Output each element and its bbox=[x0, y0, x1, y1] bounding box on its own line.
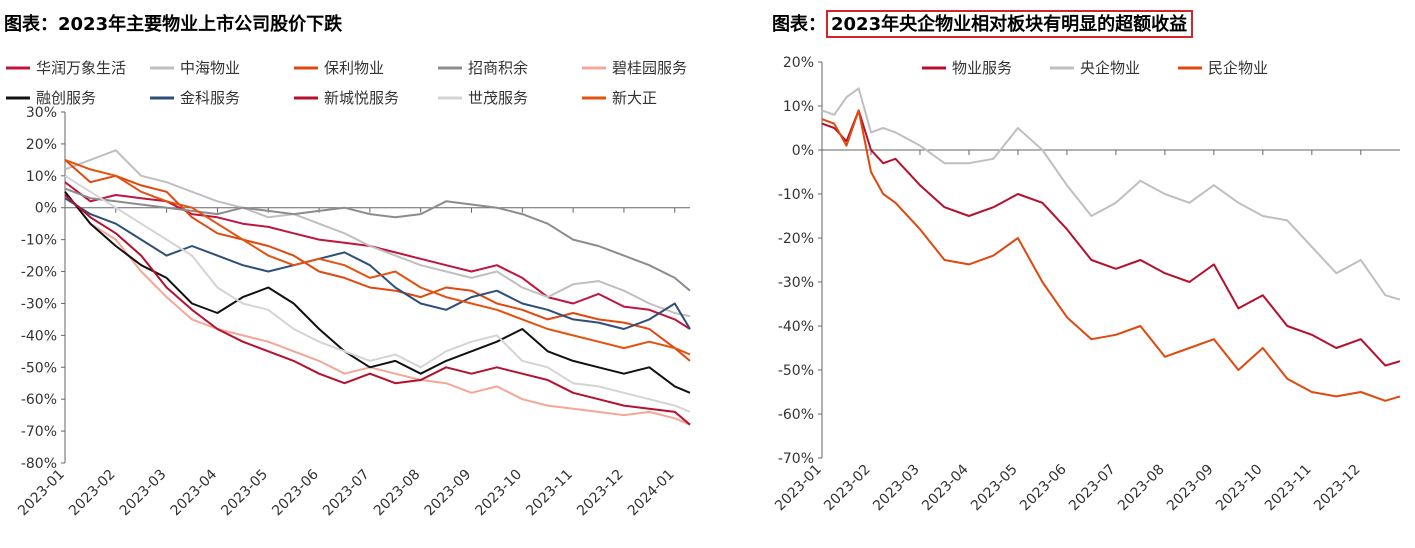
left-series-line bbox=[64, 194, 691, 426]
right-y-tick-label: 20% bbox=[783, 55, 814, 71]
left-y-tick-label: 10% bbox=[26, 169, 57, 185]
left-series-line bbox=[64, 181, 691, 330]
left-series-line bbox=[64, 158, 691, 356]
left-legend-label: 碧桂园服务 bbox=[612, 59, 687, 77]
right-title-highlight-box: 2023年央企物业相对板块有明显的超额收益 bbox=[826, 10, 1194, 38]
left-x-tick-label: 2023-01 bbox=[15, 467, 68, 520]
left-line-chart: 30% 20% 10% 0% -10% -20% -30% -40% -50% -60% -70% -… bbox=[6, 59, 691, 520]
right-x-tick-label: 2023-02 bbox=[821, 462, 874, 515]
left-y-tick-label: -60% bbox=[21, 392, 57, 408]
left-x-tick-label: 2023-06 bbox=[269, 466, 322, 519]
right-y-tick-label: -20% bbox=[778, 231, 814, 247]
left-y-tick-label: -40% bbox=[21, 328, 57, 344]
left-title-prefix: 图表： bbox=[4, 14, 58, 35]
left-chart-panel: 图表：2023年主要物业上市公司股价下跌 30% 20% 10% 0% -10% -20%… bbox=[0, 0, 700, 544]
left-y-tick-label: -20% bbox=[21, 265, 57, 281]
right-x-tick-label: 2023-01 bbox=[772, 462, 825, 515]
left-x-tick-label: 2023-03 bbox=[117, 467, 170, 520]
right-legend-label: 物业服务 bbox=[952, 59, 1012, 77]
left-y-tick-label: -50% bbox=[21, 360, 57, 376]
left-y-tick-label: -80% bbox=[21, 456, 57, 472]
right-x-tick-label: 2023-12 bbox=[1311, 462, 1364, 515]
right-chart-panel: 图表： 2023年央企物业相对板块有明显的超额收益 20% 10% 0% -10% -20… bbox=[760, 0, 1415, 544]
right-series-line bbox=[821, 109, 1401, 367]
right-x-tick-label: 2023-10 bbox=[1213, 462, 1266, 515]
right-legend-label: 民企物业 bbox=[1208, 59, 1268, 77]
right-title-main: 2023年央企物业相对板块有明显的超额收益 bbox=[831, 14, 1188, 35]
left-x-tick-label: 2024-01 bbox=[625, 467, 678, 520]
left-y-tick-label: -30% bbox=[21, 296, 57, 312]
left-x-tick-label: 2023-05 bbox=[218, 467, 271, 520]
right-title-prefix: 图表： bbox=[772, 14, 826, 35]
left-y-tick-label: -10% bbox=[21, 233, 57, 249]
right-y-tick-label: -40% bbox=[778, 319, 814, 335]
right-y-tick-label: -10% bbox=[778, 187, 814, 203]
left-legend-label: 中海物业 bbox=[180, 59, 240, 77]
right-series-line bbox=[821, 109, 1401, 402]
left-legend-label: 新城悦服务 bbox=[324, 89, 399, 107]
left-legend-label: 新大正 bbox=[612, 89, 657, 107]
left-legend-label: 金科服务 bbox=[180, 89, 240, 107]
right-x-tick-label: 2023-08 bbox=[1115, 462, 1168, 515]
left-y-tick-label: 0% bbox=[35, 201, 57, 217]
right-chart-title: 图表： 2023年央企物业相对板块有明显的超额收益 bbox=[772, 10, 1194, 38]
right-x-tick-label: 2023-03 bbox=[870, 462, 923, 515]
right-x-tick-label: 2023-07 bbox=[1066, 462, 1119, 515]
right-x-tick-label: 2023-09 bbox=[1164, 462, 1217, 515]
left-series-line bbox=[64, 149, 691, 318]
left-x-tick-label: 2023-08 bbox=[371, 467, 424, 520]
right-y-tick-label: -70% bbox=[778, 451, 814, 467]
left-series-line bbox=[64, 197, 691, 330]
left-x-tick-label: 2023-02 bbox=[66, 467, 119, 520]
left-y-tick-label: -70% bbox=[21, 424, 57, 440]
left-legend-label: 招商积余 bbox=[468, 59, 528, 77]
left-x-tick-label: 2023-12 bbox=[574, 467, 627, 520]
right-y-tick-label: 0% bbox=[792, 143, 814, 159]
right-x-tick-label: 2023-05 bbox=[968, 462, 1021, 515]
left-chart-title: 图表：2023年主要物业上市公司股价下跌 bbox=[4, 10, 342, 36]
right-legend-label: 央企物业 bbox=[1080, 59, 1140, 77]
left-x-tick-label: 2023-11 bbox=[523, 467, 576, 520]
left-legend-label: 华润万象生活 bbox=[36, 59, 126, 77]
left-x-tick-label: 2023-07 bbox=[320, 467, 373, 520]
left-series-line bbox=[64, 191, 691, 426]
left-legend-label: 世茂服务 bbox=[468, 89, 528, 107]
right-x-tick-label: 2023-11 bbox=[1262, 462, 1315, 515]
left-y-tick-label: 20% bbox=[26, 137, 57, 153]
left-series-line bbox=[64, 187, 691, 292]
right-x-tick-label: 2023-06 bbox=[1017, 461, 1070, 514]
left-series-line bbox=[64, 174, 691, 413]
right-y-tick-label: -60% bbox=[778, 407, 814, 423]
left-x-tick-label: 2023-10 bbox=[472, 467, 525, 520]
left-y-tick-label: 30% bbox=[26, 105, 57, 121]
right-series-line bbox=[821, 87, 1401, 301]
left-legend-label: 融创服务 bbox=[36, 89, 96, 107]
left-x-tick-label: 2023-04 bbox=[168, 466, 221, 519]
left-x-tick-label: 2023-09 bbox=[422, 467, 475, 520]
left-legend-label: 保利物业 bbox=[324, 59, 384, 77]
right-line-chart: 20%10%0%-10%-20%-30%-40%-50%-60%-70%2023… bbox=[772, 55, 1401, 515]
left-series-line bbox=[64, 191, 691, 394]
right-y-tick-label: 10% bbox=[783, 99, 814, 115]
left-title-main: 2023年主要物业上市公司股价下跌 bbox=[58, 14, 343, 35]
right-x-tick-label: 2023-04 bbox=[919, 461, 972, 514]
right-y-tick-label: -30% bbox=[778, 275, 814, 291]
right-y-tick-label: -50% bbox=[778, 363, 814, 379]
left-series-line bbox=[64, 159, 691, 362]
